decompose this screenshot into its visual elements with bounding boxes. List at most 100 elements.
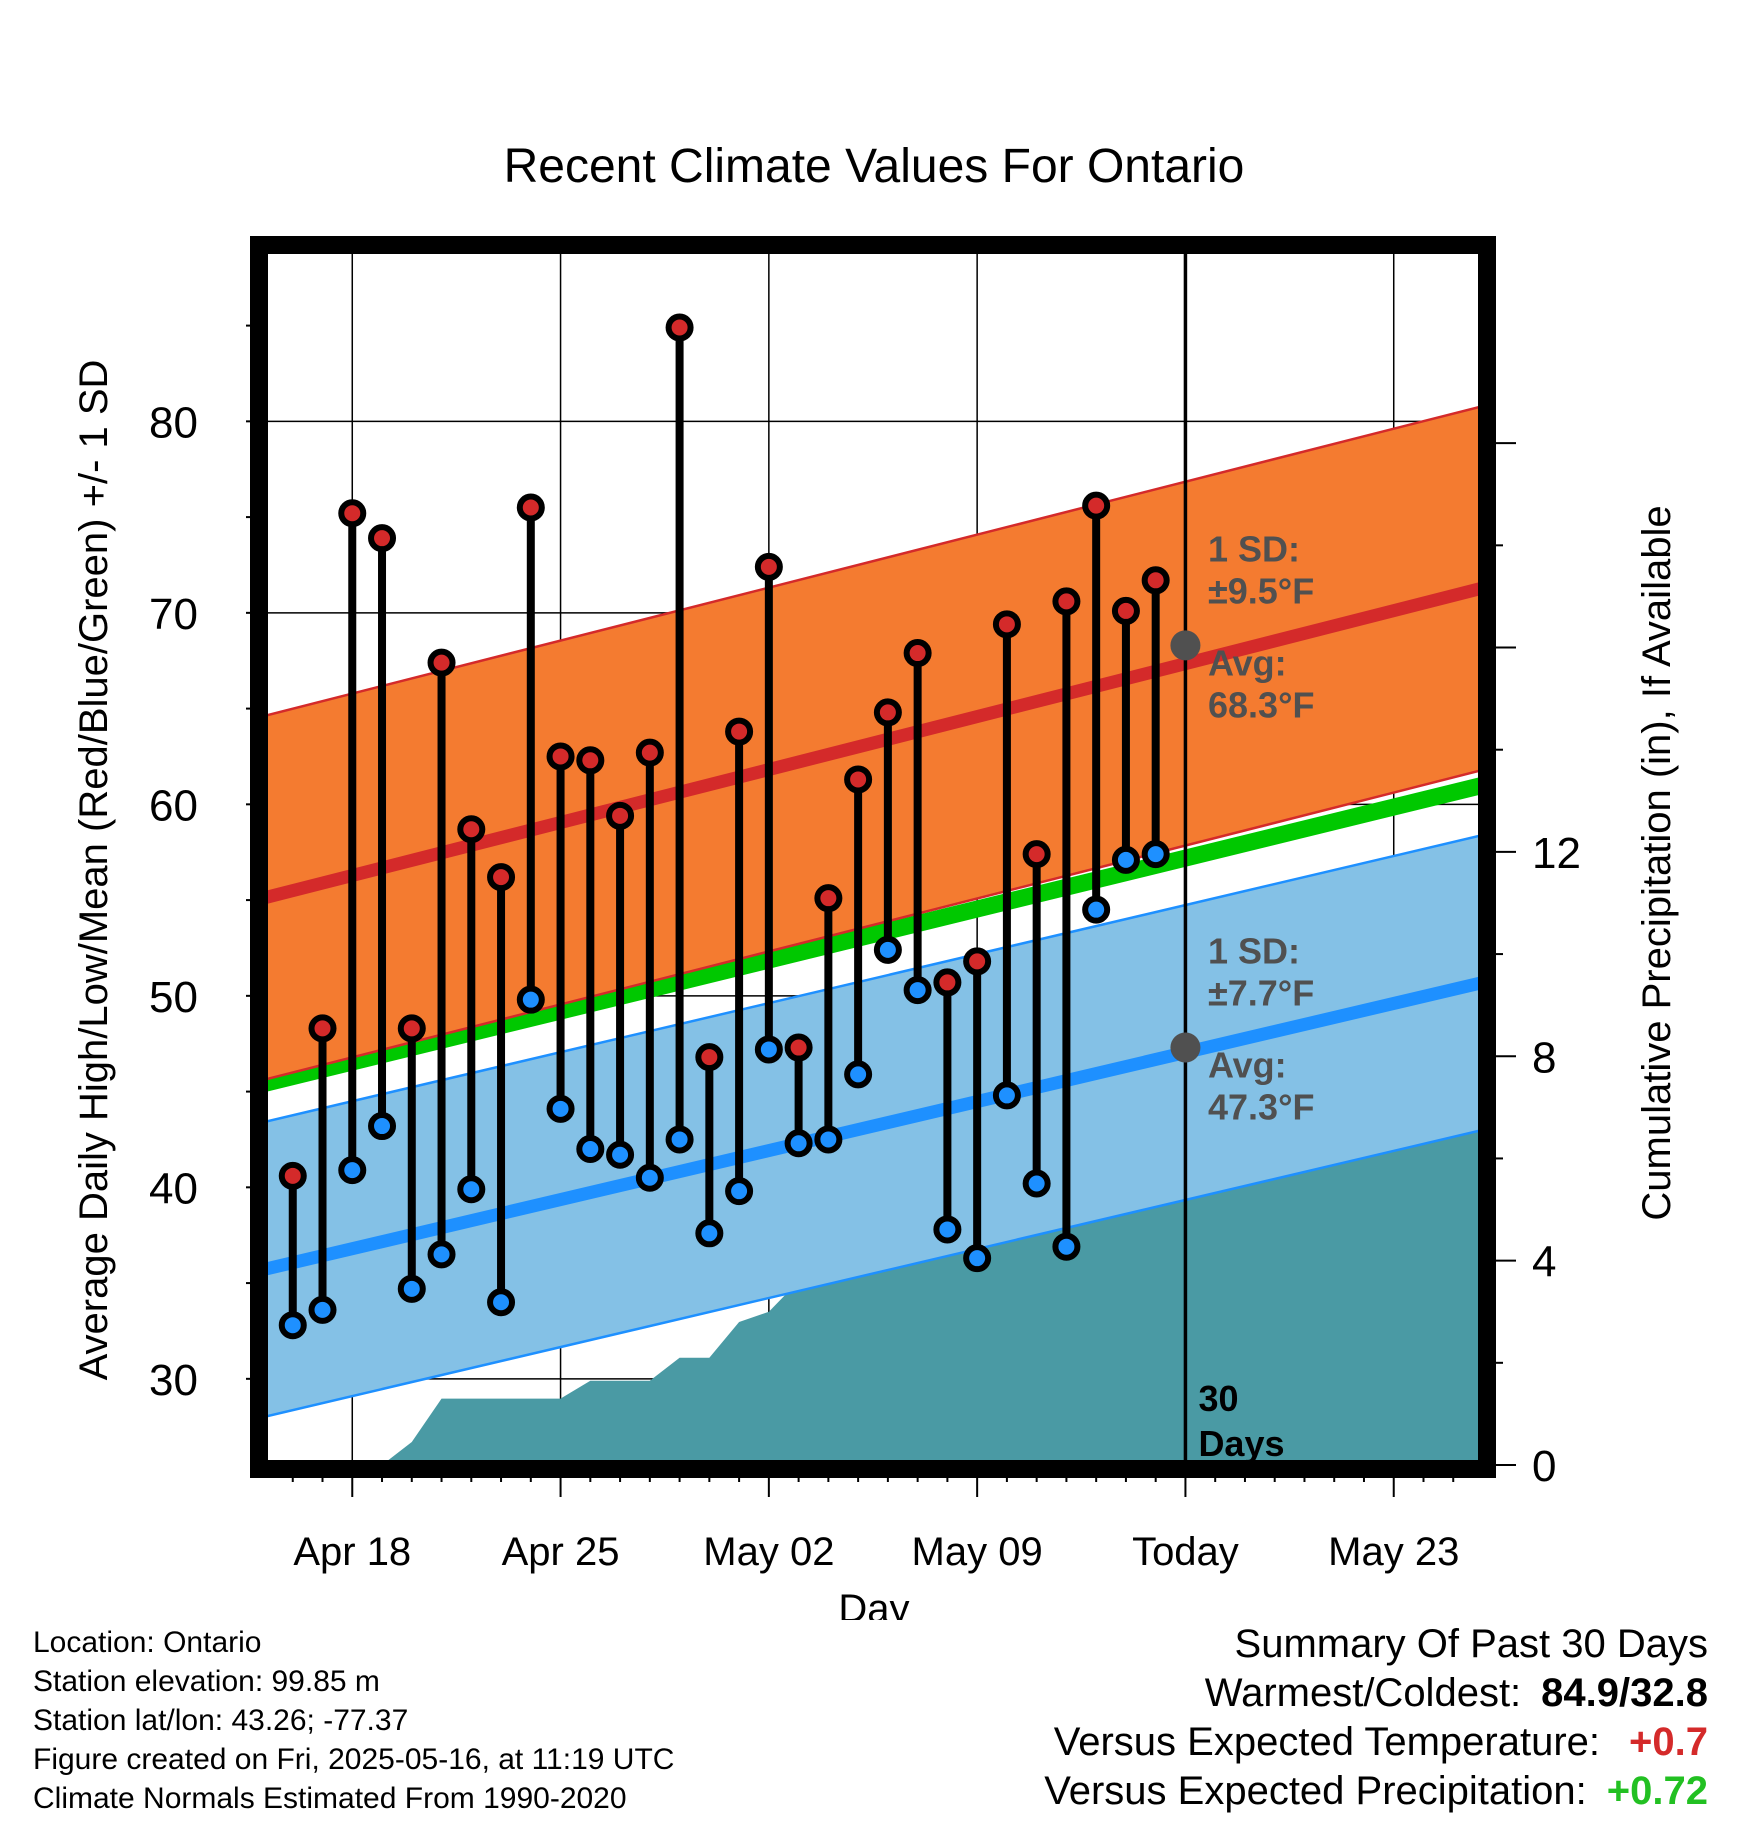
daily-low-point (754, 1035, 783, 1064)
warmest-coldest-value: 84.9/32.8 (1541, 1671, 1708, 1715)
normal-mean-line (263, 776, 1483, 1093)
daily-high-point (725, 717, 754, 746)
daily-high-point (1052, 587, 1081, 616)
daily-high-point (933, 968, 962, 997)
daily-low-point (635, 1163, 664, 1192)
daily-low-point (725, 1177, 754, 1206)
x-tick-label: Today (1132, 1530, 1239, 1574)
daily-high-point (873, 698, 902, 727)
daily-low-point (338, 1156, 367, 1185)
daily-low-point (368, 1112, 397, 1141)
y2-tick-label: 4 (1532, 1238, 1556, 1287)
daily-high-point (814, 884, 843, 913)
daily-range-bars (288, 327, 1160, 1326)
daily-high-point (487, 863, 516, 892)
y-tick-label: 40 (149, 1164, 198, 1213)
x-tick-label: May 23 (1328, 1530, 1459, 1574)
daily-high-point (457, 815, 486, 844)
latlon-text: Station lat/lon: 43.26; -77.37 (33, 1704, 409, 1737)
daily-high-point (308, 1014, 337, 1043)
daily-low-point (487, 1288, 516, 1317)
daily-high-point (635, 738, 664, 767)
daily-low-point (1111, 845, 1140, 874)
y-axis-title: Average Daily High/Low/Mean (Red/Blue/Gr… (72, 360, 116, 1381)
high-band-lower-edge (263, 768, 1483, 1082)
daily-low-point (516, 985, 545, 1014)
temp-departure-row: Versus Expected Temperature: +0.7 (1044, 1718, 1708, 1767)
today-days-count: 30 (1198, 1378, 1238, 1419)
daily-high-point (1022, 840, 1051, 869)
daily-high-point (695, 1043, 724, 1072)
plot-frame (250, 236, 1496, 1478)
daily-low-point (695, 1219, 724, 1248)
summary-panel: Summary Of Past 30 Days Warmest/Coldest:… (1044, 1620, 1708, 1816)
summary-title: Summary Of Past 30 Days (1234, 1622, 1708, 1666)
daily-high-point (754, 552, 783, 581)
y2-tick-label: 12 (1532, 829, 1581, 878)
x-tick-label: May 09 (912, 1530, 1043, 1574)
daily-low-point (844, 1060, 873, 1089)
y2-tick-label: 8 (1532, 1033, 1556, 1082)
temp-departure-value: +0.7 (1629, 1720, 1708, 1764)
daily-low-point (1141, 840, 1170, 869)
daily-high-point (903, 639, 932, 668)
location-text: Location: Ontario (33, 1626, 262, 1659)
normal-low-line (263, 976, 1483, 1277)
axes: 30 40 50 60 70 80 0 4 8 12 Apr 18 Apr 25 May 02 May 0… (149, 324, 1581, 1574)
low-avg-value: 47.3°F (1208, 1087, 1314, 1128)
daily-high-point (606, 801, 635, 830)
low-band-upper-edge (263, 833, 1483, 1124)
daily-low-point (308, 1295, 337, 1324)
y2-axis-title: Cumulative Precipitation (in), If Availa… (1635, 505, 1679, 1220)
daily-low-point (546, 1094, 575, 1123)
daily-low-point (1082, 895, 1111, 924)
daily-high-point (278, 1161, 307, 1190)
y-tick-label: 60 (149, 781, 198, 830)
low-sd-value: ±7.7°F (1208, 973, 1314, 1014)
daily-low-point (427, 1240, 456, 1269)
daily-high-point (1111, 596, 1140, 625)
daily-high-point (963, 947, 992, 976)
precipitation-area (352, 1117, 1483, 1465)
daily-high-point (397, 1014, 426, 1043)
normals-text: Climate Normals Estimated From 1990-2020 (33, 1782, 627, 1815)
station-info: Location: Ontario Station elevation: 99.… (33, 1623, 674, 1818)
y-tick-label: 80 (149, 398, 198, 447)
x-axis-title: Day (838, 1587, 909, 1620)
precip-departure-value: +0.72 (1606, 1769, 1708, 1813)
daily-high-point (546, 742, 575, 771)
y-tick-label: 50 (149, 973, 198, 1022)
daily-low-point (992, 1081, 1021, 1110)
low-band-lower-edge (263, 1128, 1483, 1419)
high-avg-label: Avg: (1208, 642, 1287, 683)
precip-departure-row: Versus Expected Precipitation: +0.72 (1044, 1767, 1708, 1816)
daily-high-point (844, 765, 873, 794)
x-tick-label: Apr 25 (502, 1530, 620, 1574)
daily-low-point (963, 1244, 992, 1273)
high-band-upper-edge (263, 404, 1483, 718)
daily-low-point (814, 1125, 843, 1154)
high-avg-marker (1170, 630, 1201, 661)
x-tick-label: Apr 18 (293, 1530, 411, 1574)
low-avg-label: Avg: (1208, 1045, 1287, 1086)
climate-chart: Recent Climate Values For Ontario 30Days… (72, 140, 1679, 1620)
precip-departure-label: Versus Expected Precipitation: (1044, 1769, 1587, 1813)
daily-low-point (457, 1175, 486, 1204)
daily-low-point (397, 1274, 426, 1303)
low-avg-marker (1170, 1032, 1201, 1063)
daily-high-point (1141, 566, 1170, 595)
daily-low-point (903, 976, 932, 1005)
high-sd-label: 1 SD: (1208, 528, 1300, 569)
today-days-label: Days (1198, 1423, 1284, 1464)
chart-title: Recent Climate Values For Ontario (504, 140, 1245, 193)
daily-high-point (992, 610, 1021, 639)
warmest-coldest-label: Warmest/Coldest: (1204, 1671, 1522, 1715)
elevation-text: Station elevation: 99.85 m (33, 1665, 380, 1698)
daily-high-point (576, 746, 605, 775)
warmest-coldest-row: Warmest/Coldest: 84.9/32.8 (1044, 1669, 1708, 1718)
y2-tick-label: 0 (1532, 1442, 1556, 1491)
daily-low-point (278, 1311, 307, 1340)
y-tick-label: 30 (149, 1356, 198, 1405)
